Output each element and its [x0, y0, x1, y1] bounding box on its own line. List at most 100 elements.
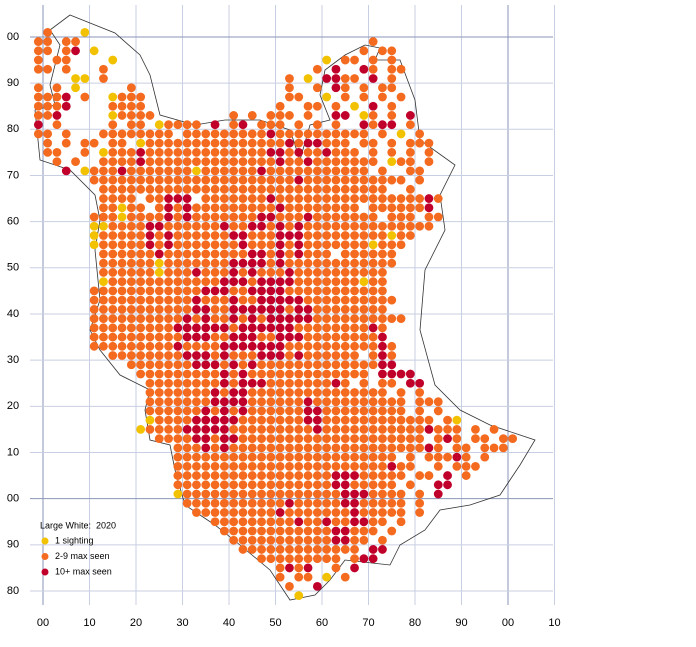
record-dot: [210, 498, 220, 508]
y-tick-label: 60: [7, 216, 19, 228]
record-dot: [192, 295, 201, 305]
record-dot: [433, 452, 443, 462]
record-dot: [219, 221, 229, 231]
record-dot: [331, 508, 341, 517]
record-dot: [266, 461, 276, 471]
record-dot: [275, 277, 285, 287]
record-dot: [154, 129, 164, 139]
record-dot: [275, 129, 285, 139]
record-dot: [350, 277, 359, 287]
record-dot: [229, 147, 239, 157]
record-dot: [331, 221, 341, 231]
record-dot: [126, 258, 136, 268]
record-dot: [108, 55, 118, 65]
record-dot: [322, 249, 332, 259]
record-dot: [89, 240, 99, 250]
record-dot: [378, 166, 387, 176]
record-dot: [145, 425, 155, 434]
record-dot: [424, 443, 434, 453]
record-dot: [266, 526, 276, 536]
record-dot: [368, 120, 378, 130]
record-dot: [294, 461, 304, 471]
record-dot: [378, 351, 387, 360]
record-dot: [266, 286, 276, 296]
record-dot: [312, 388, 322, 397]
record-dot: [136, 286, 146, 296]
record-dot: [154, 304, 164, 314]
record-dot: [210, 295, 220, 305]
record-dot: [266, 369, 276, 379]
record-dot: [136, 332, 146, 342]
record-dot: [368, 212, 378, 222]
record-dot: [219, 489, 229, 499]
record-dot: [285, 147, 294, 157]
record-dot: [145, 249, 155, 259]
record-dot: [387, 360, 397, 370]
record-dot: [387, 212, 397, 222]
record-dot: [275, 157, 285, 167]
record-dot: [368, 508, 378, 517]
record-dot: [322, 351, 332, 360]
record-dot: [350, 351, 359, 360]
x-tick-label: 10: [548, 617, 560, 629]
record-dot: [303, 268, 313, 277]
record-dot: [294, 221, 304, 231]
record-dot: [415, 129, 425, 139]
record-dot: [257, 323, 266, 333]
record-dot: [99, 221, 108, 231]
record-dot: [266, 535, 276, 545]
record-dot: [192, 498, 201, 508]
record-dot: [117, 157, 127, 167]
record-dot: [294, 498, 304, 508]
record-dot: [359, 434, 369, 444]
record-dot: [126, 194, 136, 203]
record-dot: [164, 425, 173, 434]
record-dot: [424, 157, 434, 167]
record-dot: [461, 471, 471, 480]
record-dot: [201, 434, 211, 444]
record-dot: [396, 212, 406, 222]
record-dot: [108, 240, 118, 250]
record-dot: [89, 314, 99, 323]
record-dot: [145, 221, 155, 231]
record-dot: [126, 332, 136, 342]
record-dot: [396, 388, 406, 397]
record-dot: [33, 92, 43, 102]
record-dot: [238, 471, 248, 480]
record-dot: [294, 351, 304, 360]
record-dot: [285, 212, 294, 222]
record-dot: [182, 157, 192, 167]
record-dot: [452, 425, 462, 434]
record-dot: [173, 351, 183, 360]
record-dot: [294, 452, 304, 462]
record-dot: [350, 545, 359, 554]
record-dot: [192, 249, 201, 259]
record-dot: [266, 517, 276, 527]
record-dot: [368, 286, 378, 296]
record-dot: [359, 480, 369, 490]
record-dot: [229, 489, 239, 499]
record-dot: [312, 240, 322, 250]
record-dot: [312, 489, 322, 499]
record-dot: [378, 535, 387, 545]
record-dot: [192, 378, 201, 388]
record-dot: [247, 452, 257, 462]
record-dot: [154, 369, 164, 379]
record-dot: [322, 323, 332, 333]
record-dot: [219, 212, 229, 222]
record-dot: [368, 55, 378, 65]
record-dot: [182, 166, 192, 176]
record-dot: [340, 434, 350, 444]
record-dot: [275, 434, 285, 444]
record-dot: [350, 286, 359, 296]
record-dot: [378, 221, 387, 231]
record-dot: [43, 37, 53, 46]
record-dot: [173, 240, 183, 250]
grid: 00 10 20 30 40 50 60 70 80 90 00 100090807060504030…: [7, 5, 561, 629]
record-dot: [368, 545, 378, 554]
record-dot: [359, 341, 369, 351]
record-dot: [303, 425, 313, 434]
record-dot: [229, 461, 239, 471]
record-dot: [322, 508, 332, 517]
record-dot: [303, 295, 313, 305]
